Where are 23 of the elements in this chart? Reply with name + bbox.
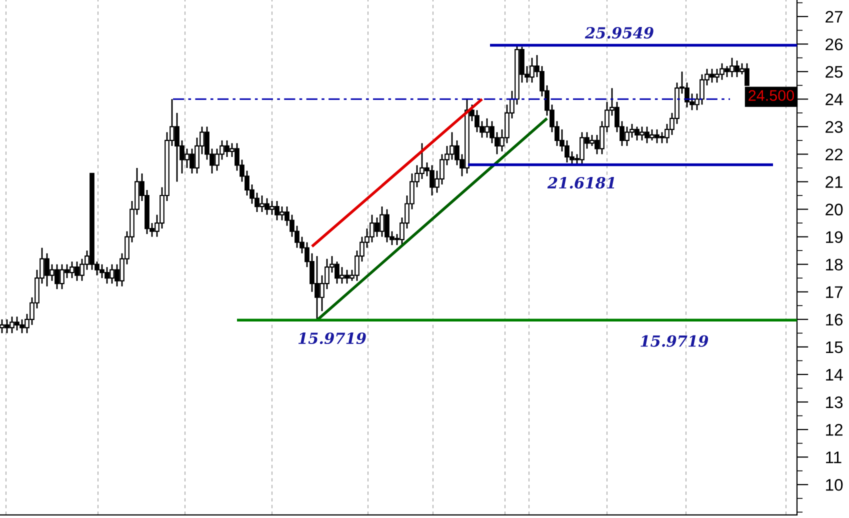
annotation: 24.500 bbox=[748, 90, 794, 101]
y-tick-label: 23 bbox=[826, 121, 843, 133]
y-tick-label: 17 bbox=[826, 286, 842, 298]
y-tick-label: 16 bbox=[826, 314, 843, 326]
y-tick-label: 13 bbox=[826, 396, 843, 408]
y-tick-label: 19 bbox=[826, 231, 843, 243]
ref-line-label: 25.9549 bbox=[584, 27, 654, 39]
y-tick-label: 11 bbox=[826, 452, 842, 464]
y-tick-label: 24 bbox=[826, 94, 843, 106]
y-tick-label: 27 bbox=[826, 10, 842, 23]
y-tick-label: 18 bbox=[826, 258, 843, 271]
y-tick-label: 21 bbox=[826, 176, 843, 188]
annotation: 15.9719 bbox=[640, 335, 708, 347]
ref-line-label: 15.9719 bbox=[298, 332, 366, 344]
y-tick-label: 10 bbox=[826, 479, 843, 491]
y-tick-label: 25 bbox=[826, 66, 843, 78]
ref-line-label: 21.6181 bbox=[547, 177, 614, 189]
y-tick-label: 14 bbox=[826, 369, 843, 381]
y-tick-label: 20 bbox=[826, 204, 843, 216]
y-tick-label: 26 bbox=[826, 38, 843, 50]
y-tick-label: 12 bbox=[826, 424, 842, 436]
y-tick-label: 22 bbox=[826, 148, 842, 160]
y-tick-label: 15 bbox=[826, 342, 843, 354]
